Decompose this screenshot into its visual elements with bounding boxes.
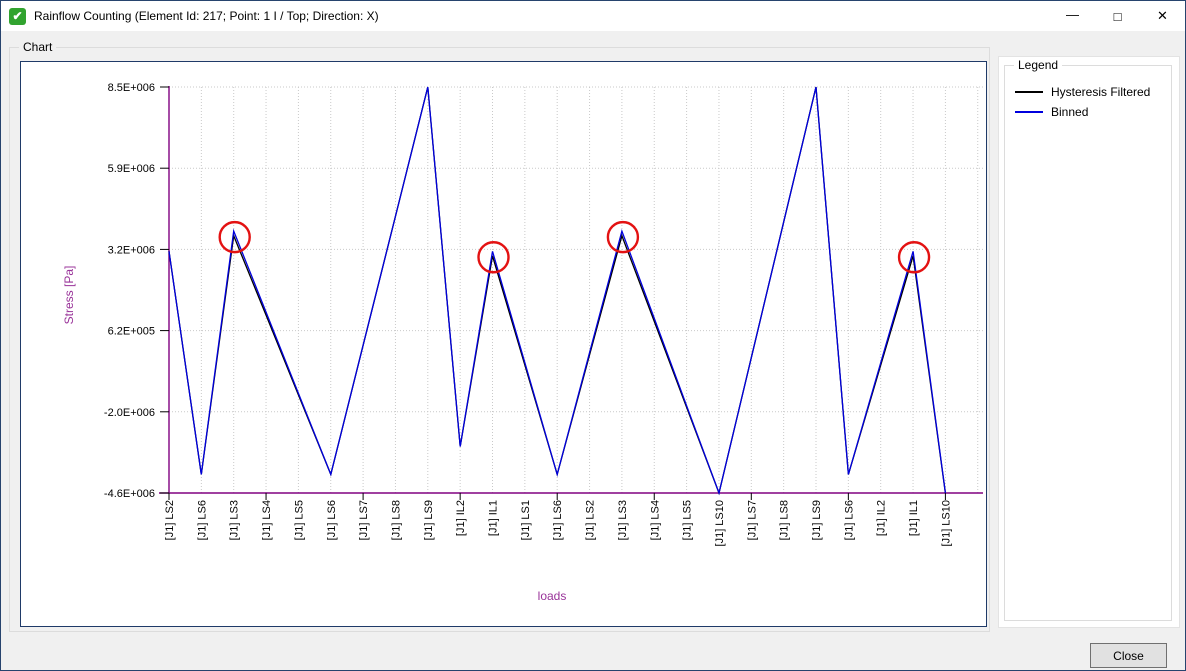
svg-text:[J1] LS5: [J1] LS5 <box>682 500 694 540</box>
binned-line-swatch <box>1015 111 1043 113</box>
legend-item-label: Hysteresis Filtered <box>1051 85 1151 99</box>
series-binned <box>168 86 947 496</box>
svg-text:[J1] LS10: [J1] LS10 <box>714 500 726 546</box>
x-axis-title: loads <box>538 589 567 603</box>
svg-text:[J1] LS6: [J1] LS6 <box>843 500 855 540</box>
svg-text:[J1] LS9: [J1] LS9 <box>423 500 435 540</box>
svg-text:-4.6E+006: -4.6E+006 <box>104 488 155 500</box>
window-title: Rainflow Counting (Element Id: 217; Poin… <box>34 9 379 23</box>
chart-panel: 8.5E+006 5.9E+006 3.2E+006 6.2E+005 -2.0E+00… <box>20 61 987 627</box>
svg-text:[J1] LS8: [J1] LS8 <box>390 500 402 540</box>
svg-text:8.5E+006: 8.5E+006 <box>108 82 155 94</box>
svg-text:[J1] LS4: [J1] LS4 <box>261 500 273 540</box>
green-check-app-icon: ✔ <box>9 7 26 25</box>
y-tick-labels: 8.5E+006 5.9E+006 3.2E+006 6.2E+005 -2.0E+00… <box>104 82 155 500</box>
svg-text:[J1] LS5: [J1] LS5 <box>293 500 305 540</box>
highlight-circles <box>218 220 931 274</box>
svg-text:5.9E+006: 5.9E+006 <box>108 163 155 175</box>
maximize-button[interactable]: □ <box>1095 1 1140 31</box>
svg-text:[J1] LS7: [J1] LS7 <box>746 500 758 540</box>
svg-text:[J1] LS10: [J1] LS10 <box>940 500 952 546</box>
minimize-icon: — <box>1066 6 1079 22</box>
client-area: Chart 8.5E+006 5.9E+006 3.2E+006 6.2E+005 -2… <box>1 31 1185 670</box>
svg-text:[J1] LS4: [J1] LS4 <box>649 500 661 540</box>
svg-text:[J1] LS9: [J1] LS9 <box>811 500 823 540</box>
legend-panel: Legend Hysteresis Filtered Binned <box>998 56 1180 628</box>
svg-text:[J1] IL1: [J1] IL1 <box>908 500 920 536</box>
svg-text:[J1] LS6: [J1] LS6 <box>326 500 338 540</box>
minimize-button[interactable]: — <box>1050 1 1095 31</box>
x-tick-labels: [J1] LS2 [J1] LS6 [J1] LS3 [J1] LS4 [J1] LS5… <box>164 500 952 546</box>
tick-marks <box>160 86 946 500</box>
chart-groupbox-label: Chart <box>19 40 57 54</box>
svg-text:[J1] LS8: [J1] LS8 <box>779 500 791 540</box>
svg-text:-2.0E+006: -2.0E+006 <box>104 407 155 419</box>
legend-groupbox: Legend Hysteresis Filtered Binned <box>1004 58 1172 621</box>
svg-text:6.2E+005: 6.2E+005 <box>108 326 155 338</box>
hysteresis-filtered-line-swatch <box>1015 91 1043 93</box>
maximize-icon: □ <box>1113 8 1122 24</box>
legend-groupbox-label: Legend <box>1014 58 1063 72</box>
svg-text:[J1] LS7: [J1] LS7 <box>358 500 370 540</box>
close-button[interactable]: Close <box>1090 643 1167 668</box>
svg-text:[J1] LS3: [J1] LS3 <box>229 500 241 540</box>
legend-item-binned: Binned <box>1015 102 1171 122</box>
legend-items: Hysteresis Filtered Binned <box>1005 66 1171 122</box>
svg-text:[J1] IL2: [J1] IL2 <box>455 500 467 536</box>
svg-text:[J1] LS6: [J1] LS6 <box>196 500 208 540</box>
chart-groupbox: Chart 8.5E+006 5.9E+006 3.2E+006 6.2E+005 -2… <box>9 40 990 632</box>
svg-text:[J1] IL2: [J1] IL2 <box>876 500 888 536</box>
titlebar: ✔ Rainflow Counting (Element Id: 217; Po… <box>1 1 1185 31</box>
legend-item-label: Binned <box>1051 105 1089 119</box>
svg-text:[J1] LS6: [J1] LS6 <box>552 500 564 540</box>
svg-text:[J1] LS2: [J1] LS2 <box>585 500 597 540</box>
svg-text:[J1] IL1: [J1] IL1 <box>488 500 500 536</box>
svg-text:[J1] LS1: [J1] LS1 <box>520 500 532 540</box>
axes <box>159 86 983 494</box>
y-axis-title: Stress [Pa] <box>62 266 76 325</box>
close-icon: ✕ <box>1157 8 1168 23</box>
rainflow-chart-canvas: 8.5E+006 5.9E+006 3.2E+006 6.2E+005 -2.0E+00… <box>62 82 983 603</box>
svg-text:[J1] LS3: [J1] LS3 <box>617 500 629 540</box>
window-close-button[interactable]: ✕ <box>1140 1 1185 31</box>
legend-item-hysteresis-filtered: Hysteresis Filtered <box>1015 82 1171 102</box>
svg-text:[J1] LS2: [J1] LS2 <box>164 500 176 540</box>
svg-text:3.2E+006: 3.2E+006 <box>108 244 155 256</box>
